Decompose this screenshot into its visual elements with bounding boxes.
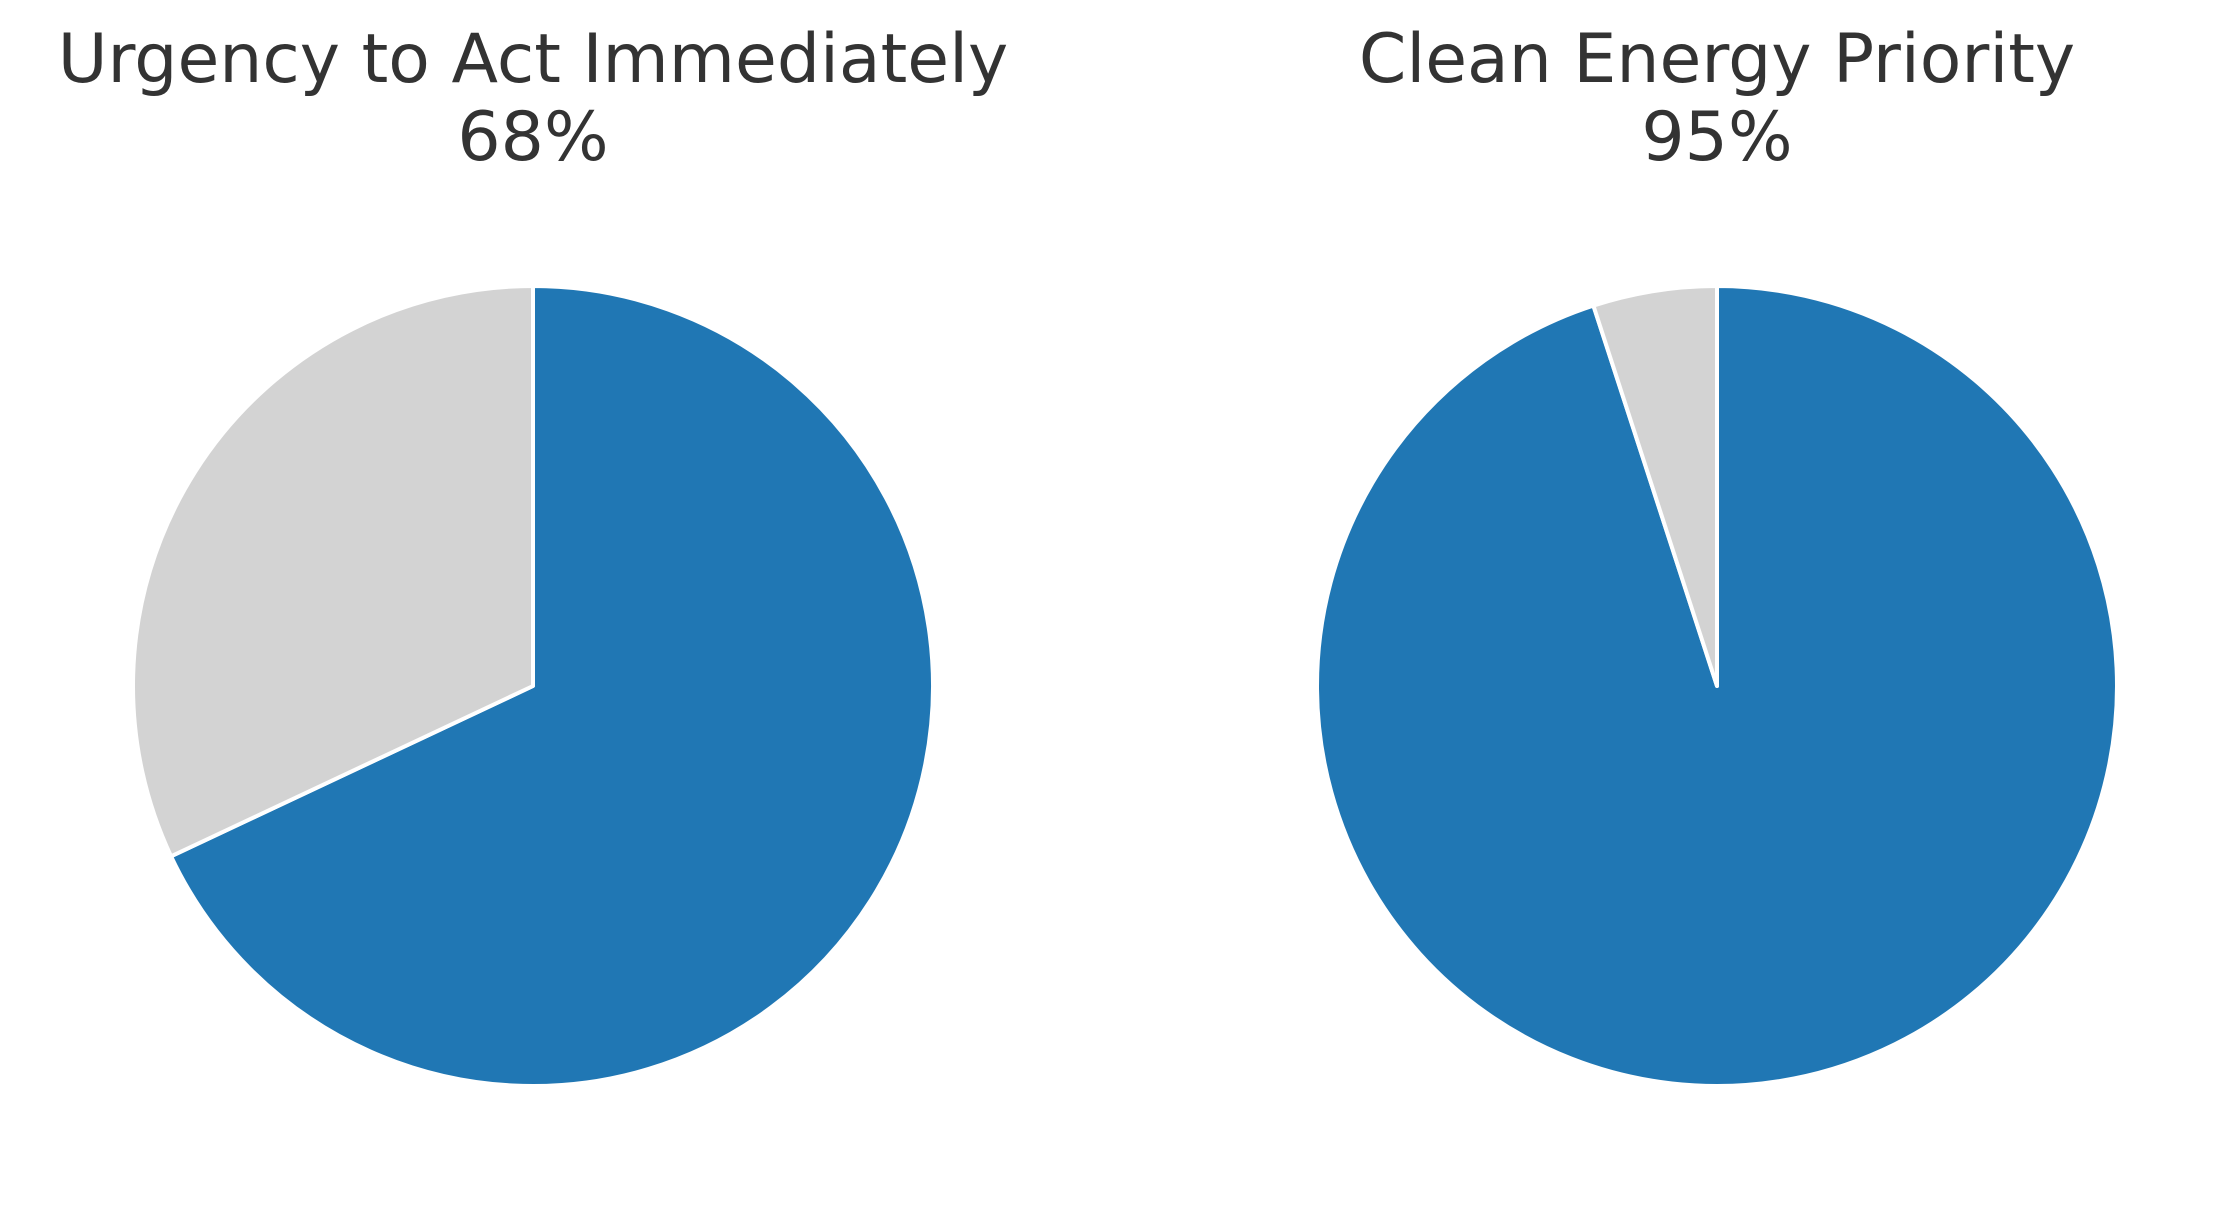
pie-chart-urgency: Urgency to Act Immediately 68% bbox=[58, 20, 1008, 1088]
pie-chart-clean-energy: Clean Energy Priority 95% bbox=[1315, 20, 2119, 1088]
pie-slices bbox=[131, 284, 935, 1088]
chart-subtitle: 95% bbox=[1641, 98, 1792, 177]
pie-slice-1 bbox=[131, 284, 535, 859]
chart-subtitle: 68% bbox=[457, 98, 608, 177]
pie-slice-1 bbox=[1591, 284, 1719, 688]
pie-slice-0 bbox=[169, 284, 935, 1088]
chart-title: Urgency to Act Immediately bbox=[58, 20, 1008, 99]
pie-slices bbox=[1315, 284, 2119, 1088]
chart-title: Clean Energy Priority bbox=[1359, 20, 2075, 99]
